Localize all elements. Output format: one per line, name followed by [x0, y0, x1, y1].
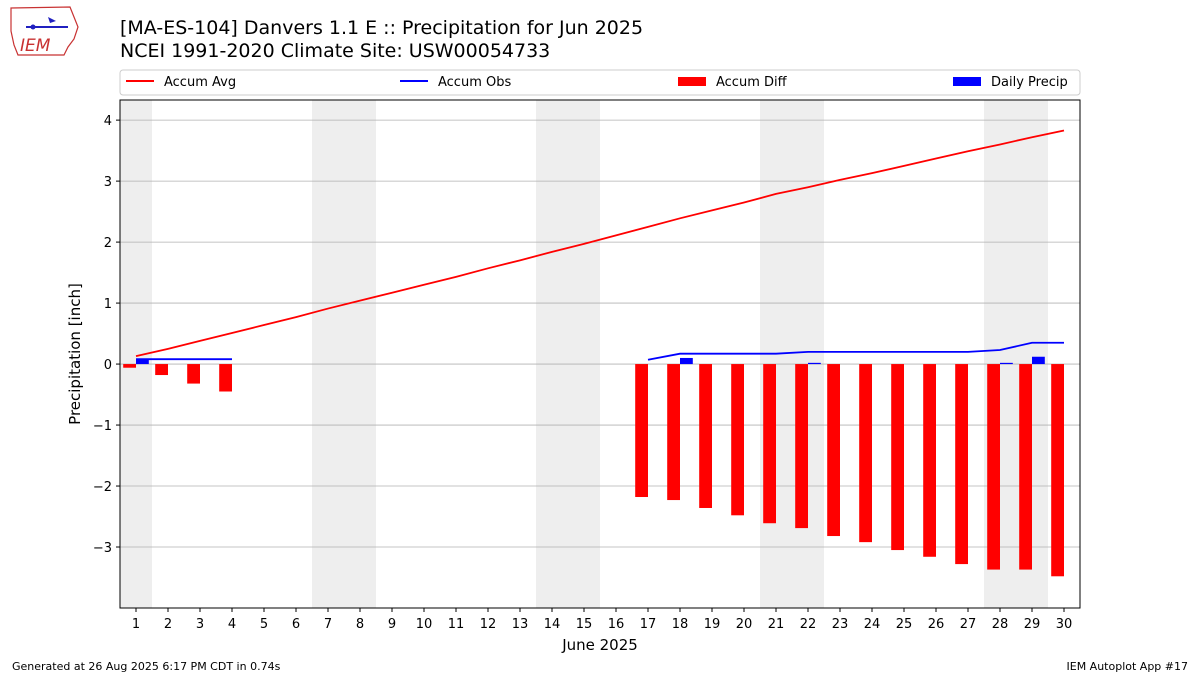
x-tick-label-28: 28	[992, 617, 1009, 632]
x-tick-label-5: 5	[260, 617, 268, 632]
daily-precip-bar-1	[136, 359, 149, 365]
y-tick-label--1: −1	[93, 419, 112, 434]
legend-label-diff: Accum Diff	[716, 75, 788, 90]
x-tick-label-18: 18	[672, 617, 689, 632]
x-tick-label-29: 29	[1024, 617, 1041, 632]
app-footer: IEM Autoplot App #17	[1066, 660, 1189, 673]
legend-label-obs: Accum Obs	[438, 75, 511, 90]
weekend-shade-15	[568, 100, 600, 608]
legend-label-avg: Accum Avg	[164, 75, 236, 90]
x-tick-label-4: 4	[228, 617, 236, 632]
x-tick-label-10: 10	[416, 617, 433, 632]
x-tick-label-20: 20	[736, 617, 753, 632]
daily-precip-bar-28	[1000, 362, 1013, 365]
accum-diff-bar-4	[219, 364, 232, 392]
accum-diff-bar-30	[1051, 364, 1064, 577]
accum-diff-bar-19	[699, 364, 712, 508]
chart-title: [MA-ES-104] Danvers 1.1 E :: Precipitati…	[120, 17, 643, 63]
accum-diff-bar-21	[763, 364, 776, 524]
x-axis-label: June 2025	[561, 636, 638, 654]
weekend-shade-8	[344, 100, 376, 608]
x-tick-label-17: 17	[640, 617, 657, 632]
logo-text: IEM	[20, 36, 51, 56]
x-tick-label-13: 13	[512, 617, 529, 632]
x-tick-label-6: 6	[292, 617, 300, 632]
accum-diff-bar-22	[795, 364, 808, 529]
x-tick-label-16: 16	[608, 617, 625, 632]
y-tick-label-4: 4	[104, 114, 112, 129]
iem-logo: IEM	[8, 5, 80, 59]
legend-swatch-diff	[678, 77, 706, 86]
x-tick-label-8: 8	[356, 617, 364, 632]
x-tick-label-1: 1	[132, 617, 140, 632]
daily-precip-bar-29	[1032, 356, 1045, 365]
title-line-1: [MA-ES-104] Danvers 1.1 E :: Precipitati…	[120, 17, 644, 39]
accum-diff-bar-29	[1019, 364, 1032, 570]
x-tick-label-25: 25	[896, 617, 913, 632]
y-tick-label-2: 2	[104, 236, 112, 251]
accum-avg-line	[135, 129, 1065, 358]
legend-swatch-daily	[953, 77, 981, 86]
y-tick-label--3: −3	[93, 541, 112, 556]
x-tick-label-14: 14	[544, 617, 561, 632]
x-tick-label-3: 3	[196, 617, 204, 632]
x-tick-label-15: 15	[576, 617, 593, 632]
x-tick-label-7: 7	[324, 617, 332, 632]
accum-diff-bar-26	[923, 364, 936, 557]
daily-precip-bar-18	[680, 357, 693, 365]
x-tick-label-24: 24	[864, 617, 881, 632]
title-line-2: NCEI 1991-2020 Climate Site: USW00054733	[120, 40, 551, 62]
legend-box	[119, 69, 1081, 96]
y-axis-label: Precipitation [inch]	[66, 283, 84, 425]
accum-diff-bar-24	[859, 364, 872, 543]
weekend-shade-7	[312, 100, 344, 608]
y-tick-label--2: −2	[93, 480, 112, 495]
accum-diff-bar-1	[123, 364, 136, 368]
y-tick-label-0: 0	[104, 358, 112, 373]
x-tick-label-27: 27	[960, 617, 977, 632]
accum-diff-bar-2	[155, 364, 168, 376]
x-tick-label-11: 11	[448, 617, 465, 632]
x-tick-label-19: 19	[704, 617, 721, 632]
accum-diff-bar-17	[635, 364, 648, 498]
plot-frame	[119, 99, 1081, 609]
weekend-shade-14	[536, 100, 568, 608]
y-tick-label-1: 1	[104, 297, 112, 312]
daily-precip-bar-22	[808, 362, 821, 365]
x-tick-label-21: 21	[768, 617, 785, 632]
x-tick-label-12: 12	[480, 617, 497, 632]
generated-footer: Generated at 26 Aug 2025 6:17 PM CDT in …	[12, 660, 281, 673]
x-tick-label-23: 23	[832, 617, 849, 632]
accum-diff-bar-23	[827, 364, 840, 537]
accum-diff-bar-28	[987, 364, 1000, 570]
accum-diff-bar-18	[667, 364, 680, 501]
x-tick-label-2: 2	[164, 617, 172, 632]
x-tick-label-30: 30	[1056, 617, 1073, 632]
x-tick-label-9: 9	[388, 617, 396, 632]
accum-obs-line-2	[647, 341, 1064, 361]
x-tick-label-22: 22	[800, 617, 817, 632]
accum-diff-bar-25	[891, 364, 904, 551]
accum-diff-bar-3	[187, 364, 200, 384]
accum-diff-bar-20	[731, 364, 744, 516]
accum-diff-bar-27	[955, 364, 968, 565]
x-tick-label-26: 26	[928, 617, 945, 632]
y-tick-label-3: 3	[104, 175, 112, 190]
legend-label-daily: Daily Precip	[991, 75, 1068, 90]
weekend-shade-22	[792, 100, 824, 608]
